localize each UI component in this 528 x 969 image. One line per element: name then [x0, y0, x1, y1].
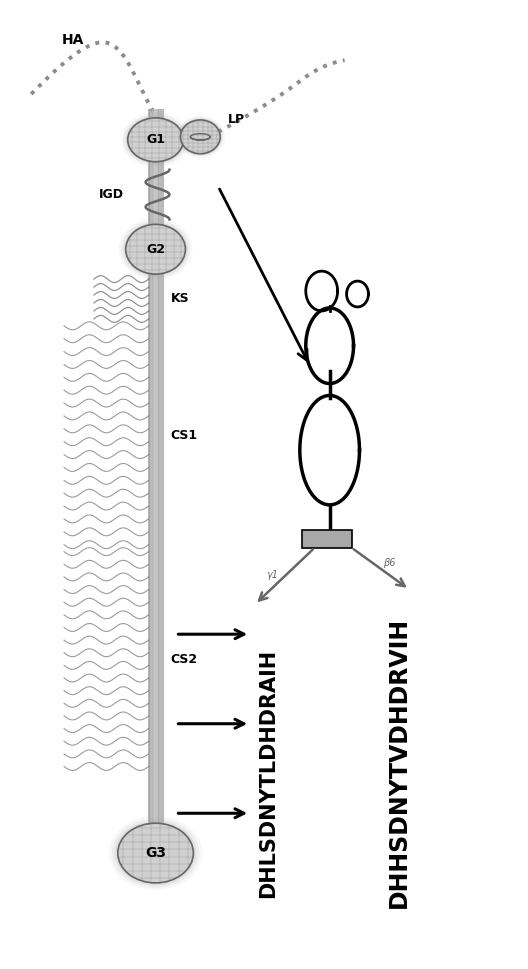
Text: LP: LP — [228, 113, 246, 126]
Text: IGD: IGD — [99, 188, 124, 201]
Text: CS2: CS2 — [171, 652, 197, 666]
Text: γ1: γ1 — [266, 570, 278, 579]
Text: KS: KS — [171, 293, 189, 305]
Ellipse shape — [121, 220, 190, 278]
Text: G3: G3 — [145, 846, 166, 860]
Ellipse shape — [119, 218, 193, 280]
Text: CS1: CS1 — [171, 428, 197, 442]
Ellipse shape — [179, 118, 222, 155]
Text: DHHSDNYTVDHDRVIH: DHHSDNYTVDHDRVIH — [387, 616, 411, 908]
Ellipse shape — [115, 821, 196, 886]
Ellipse shape — [112, 819, 200, 888]
Ellipse shape — [123, 114, 188, 165]
Ellipse shape — [121, 112, 190, 167]
Ellipse shape — [128, 118, 183, 162]
Text: HA: HA — [62, 33, 84, 47]
Ellipse shape — [126, 116, 186, 164]
Ellipse shape — [118, 824, 193, 883]
Ellipse shape — [126, 225, 185, 274]
Ellipse shape — [118, 824, 193, 883]
Ellipse shape — [181, 120, 220, 154]
Ellipse shape — [176, 116, 225, 158]
Ellipse shape — [124, 223, 188, 276]
Ellipse shape — [109, 816, 202, 891]
Ellipse shape — [128, 118, 183, 162]
Text: DHLSDNYTLDHDRAIH: DHLSDNYTLDHDRAIH — [258, 648, 278, 898]
Ellipse shape — [181, 120, 220, 154]
Text: G2: G2 — [146, 243, 165, 256]
Text: β6: β6 — [383, 557, 395, 568]
Text: G1: G1 — [146, 134, 165, 146]
Ellipse shape — [177, 117, 223, 156]
FancyBboxPatch shape — [302, 530, 352, 547]
Ellipse shape — [126, 225, 185, 274]
